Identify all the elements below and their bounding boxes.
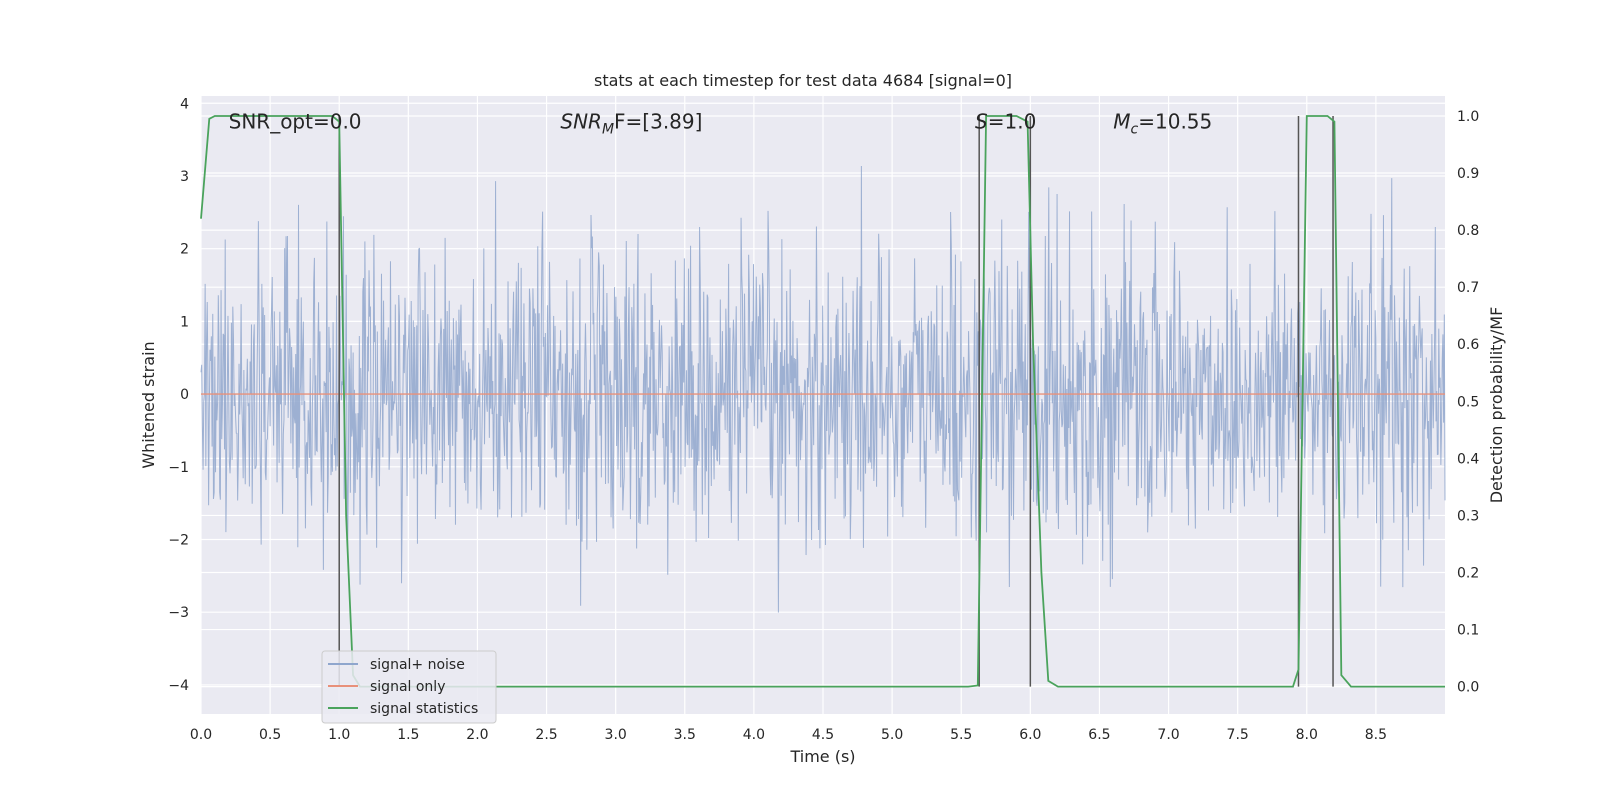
y-axis-label: Whitened strain (139, 341, 158, 468)
y-tick-label: 0 (180, 387, 189, 403)
x-axis-ticks: 0.0 0.5 1.0 1.5 2.0 2.5 3.0 3.5 4.0 4.5 5.0 5.5 6.0 6… (190, 727, 1387, 743)
y2-tick-label: 0.3 (1457, 508, 1479, 524)
legend: signal+ noise signal only signal statistic… (321, 650, 497, 724)
y-tick-label: 3 (180, 169, 189, 185)
y-tick-label: −2 (168, 533, 189, 549)
y2-tick-label: 0.4 (1457, 451, 1479, 467)
x-tick-label: 0.0 (190, 727, 212, 743)
y2-tick-label: 0.6 (1457, 337, 1479, 353)
x-tick-label: 6.0 (1019, 727, 1041, 743)
x-tick-label: 0.5 (259, 727, 281, 743)
y-tick-label: 2 (180, 242, 189, 258)
x-tick-label: 6.5 (1088, 727, 1110, 743)
y2-tick-label: 0.1 (1457, 623, 1479, 639)
series-signal-noise (200, 165, 1446, 613)
statistics-line (200, 115, 1445, 688)
legend-label: signal only (370, 679, 445, 695)
y2-tick-label: 0.0 (1457, 680, 1479, 696)
x-tick-label: 8.0 (1296, 727, 1318, 743)
legend-label: signal statistics (370, 701, 478, 717)
x-tick-label: 1.0 (328, 727, 350, 743)
y2-tick-label: 0.5 (1457, 394, 1479, 410)
y-tick-label: −4 (168, 678, 189, 694)
y2-axis-ticks: 0.0 0.1 0.2 0.3 0.4 0.5 0.6 0.7 0.8 0.9 1.0 (1457, 109, 1479, 696)
x-tick-label: 2.0 (466, 727, 488, 743)
annotation: S=1.0 (975, 109, 1036, 133)
y-tick-label: 4 (180, 96, 189, 112)
x-tick-label: 1.5 (397, 727, 419, 743)
legend-box (321, 650, 497, 724)
y2-tick-label: 0.7 (1457, 280, 1479, 296)
x-tick-label: 5.5 (950, 727, 972, 743)
chart-title: stats at each timestep for test data 468… (594, 71, 1012, 90)
x-axis-label: Time (s) (789, 747, 855, 766)
annotation: SNR_opt=0.0 (229, 109, 362, 133)
y2-axis-label: Detection probability/MF (1487, 307, 1506, 504)
x-tick-label: 4.5 (812, 727, 834, 743)
legend-label: signal+ noise (370, 657, 465, 673)
annotations: SNR_opt=0.0 SNRMF=[3.89] S=1.0 Mc=10.55 (229, 109, 1213, 137)
x-tick-label: 5.0 (881, 727, 903, 743)
y-tick-label: −1 (168, 460, 189, 476)
x-tick-label: 8.5 (1365, 727, 1387, 743)
y2-tick-label: 0.9 (1457, 166, 1479, 182)
series-signal-statistics (200, 115, 1445, 688)
y2-tick-label: 1.0 (1457, 109, 1479, 125)
y-tick-label: −3 (168, 605, 189, 621)
x-tick-label: 3.0 (605, 727, 627, 743)
y-axis-ticks: −4 −3 −2 −1 0 1 2 3 4 (168, 96, 189, 694)
noise-line (200, 165, 1446, 613)
x-tick-label: 2.5 (535, 727, 557, 743)
x-tick-label: 7.0 (1157, 727, 1179, 743)
y2-tick-label: 0.8 (1457, 223, 1479, 239)
y-tick-label: 1 (180, 314, 189, 330)
y2-tick-label: 0.2 (1457, 565, 1479, 581)
x-tick-label: 7.5 (1227, 727, 1249, 743)
annotation: Mc=10.55 (1113, 109, 1212, 137)
x-tick-label: 3.5 (674, 727, 696, 743)
annotation: SNRMF=[3.89] (560, 109, 702, 137)
x-tick-label: 4.0 (743, 727, 765, 743)
